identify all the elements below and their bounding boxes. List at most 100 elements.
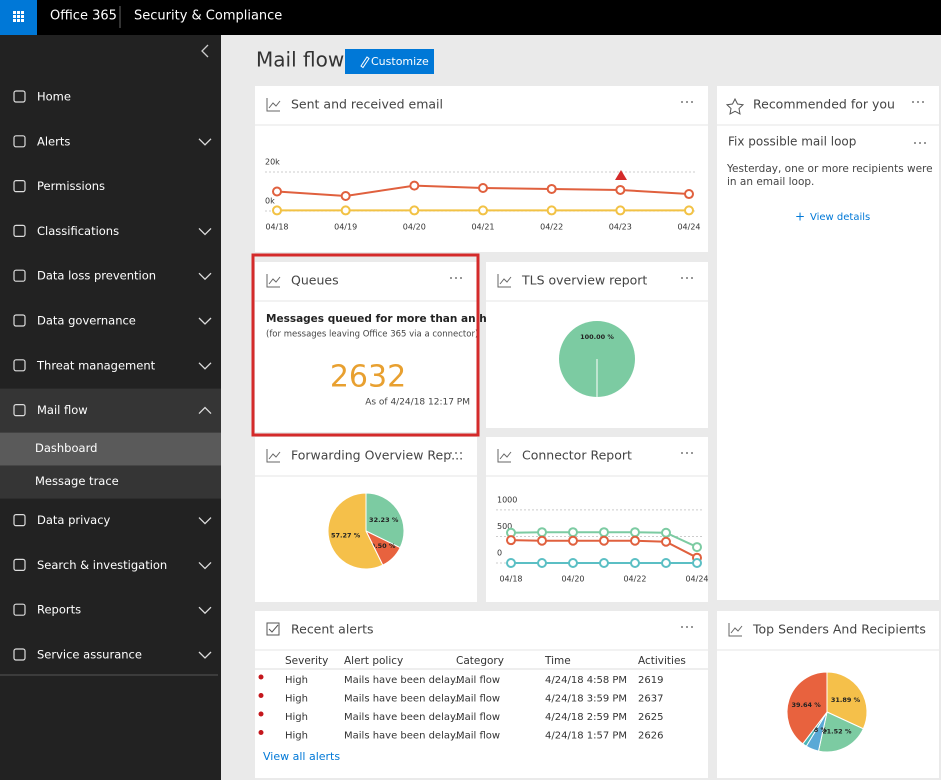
more-dot[interactable]: [912, 626, 914, 628]
table-cell[interactable]: Mails have been delay...: [344, 694, 464, 705]
nav-chevron[interactable]: [198, 606, 212, 615]
recommendation-title[interactable]: Fix possible mail loop: [728, 135, 856, 149]
data-point: [506, 558, 516, 568]
more-dot[interactable]: [912, 101, 914, 103]
table-cell[interactable]: Mails have been delay...: [344, 731, 464, 742]
queue-subheading: (for messages leaving Office 365 via a c…: [266, 330, 478, 340]
data-point: [568, 535, 578, 546]
nav-item[interactable]: Home: [37, 90, 71, 104]
more-dot[interactable]: [922, 101, 924, 103]
data-point: [615, 205, 626, 216]
navigation: Home Alerts Permissions Classifications Data…: [0, 90, 221, 662]
pie-slice: [365, 492, 405, 549]
product-name[interactable]: Security & Compliance: [134, 9, 282, 24]
nav-chevron[interactable]: [198, 272, 212, 281]
customize-label[interactable]: Customize: [371, 55, 429, 68]
app-name[interactable]: Office 365: [50, 9, 117, 24]
more-dot[interactable]: [691, 101, 693, 103]
nav-icon: [13, 269, 26, 282]
nav-sub-row: [0, 465, 221, 499]
table-cell: 2637: [638, 694, 663, 705]
more-dot[interactable]: [924, 142, 926, 144]
more-dot[interactable]: [455, 277, 457, 279]
queue-count[interactable]: 2632: [330, 360, 406, 395]
nav-item[interactable]: Threat management: [36, 358, 156, 372]
nav-item[interactable]: Mail flow: [37, 403, 88, 417]
more-dot[interactable]: [686, 626, 688, 628]
nav-item[interactable]: Service assurance: [37, 648, 142, 662]
more-dot[interactable]: [919, 142, 921, 144]
more-dot[interactable]: [460, 277, 462, 279]
more-dot[interactable]: [681, 626, 683, 628]
nav-chevron[interactable]: [198, 517, 212, 525]
nav-item[interactable]: Reports: [37, 603, 81, 617]
nav-icon: [13, 558, 26, 572]
nav-item[interactable]: Alerts: [37, 134, 70, 148]
more-dot[interactable]: [686, 277, 688, 279]
more-dot[interactable]: [450, 452, 452, 454]
more-dot[interactable]: [686, 452, 688, 454]
data-point: [340, 205, 351, 216]
chart-icon: [497, 274, 512, 288]
more-dot[interactable]: [691, 626, 693, 628]
more-dot[interactable]: [917, 101, 919, 103]
nav-sub-item[interactable]: Dashboard: [35, 441, 97, 455]
table-cell[interactable]: Mails have been delay...: [344, 675, 464, 686]
table-cell[interactable]: Mails have been delay...: [344, 712, 464, 723]
data-point: [568, 558, 578, 568]
more-dot[interactable]: [681, 101, 683, 103]
customize-button[interactable]: [345, 49, 434, 74]
data-point: [661, 536, 671, 547]
nav-chevron[interactable]: [198, 406, 212, 415]
nav-item[interactable]: Data privacy: [37, 513, 111, 527]
collapse-button[interactable]: [201, 44, 209, 58]
card: [255, 86, 708, 252]
chart-icon: [266, 274, 281, 288]
view-all-link[interactable]: View all alerts: [263, 750, 340, 763]
severity-dot: [258, 730, 264, 735]
nav-item[interactable]: Search & investigation: [37, 558, 167, 572]
nav-icon: [13, 404, 26, 417]
nav-chevron[interactable]: [198, 317, 212, 325]
card-title: Top Senders And Recipients: [752, 622, 926, 637]
more-dot[interactable]: [681, 277, 683, 279]
more-dot[interactable]: [681, 452, 683, 454]
nav-chevron[interactable]: [198, 561, 212, 570]
more-dot[interactable]: [922, 626, 924, 628]
data-point: [599, 558, 609, 568]
pie-slice: [817, 711, 864, 753]
warning-icon: [615, 170, 627, 180]
data-point: [506, 535, 516, 546]
y-tick-label: 0k: [265, 197, 275, 206]
nav-item[interactable]: Data loss prevention: [37, 269, 156, 283]
nav-item[interactable]: Permissions: [37, 179, 105, 193]
more-dot[interactable]: [686, 101, 688, 103]
nav-item[interactable]: Classifications: [37, 224, 119, 238]
more-dot[interactable]: [691, 452, 693, 454]
view-details-link[interactable]: View details: [810, 212, 870, 223]
nav-chevron[interactable]: [198, 138, 212, 146]
more-dot[interactable]: [914, 142, 916, 144]
x-tick-label: 04/20: [403, 223, 426, 232]
more-dot[interactable]: [917, 626, 919, 628]
data-point: [630, 558, 640, 568]
chart-icon: [266, 98, 281, 112]
chart-icon: [728, 623, 743, 637]
nav-sub-item[interactable]: Message trace: [35, 474, 119, 488]
slice-label: 10.50 %: [366, 542, 396, 550]
more-dot[interactable]: [460, 452, 462, 454]
nav-icon: [13, 359, 26, 372]
nav-chevron[interactable]: [198, 651, 212, 659]
table-cell: Mail flow: [456, 675, 500, 686]
recommendation-text-box: Yesterday, one or more recipients were i…: [727, 163, 933, 188]
nav-item[interactable]: Data governance: [37, 314, 136, 328]
nav-icon: [13, 180, 26, 193]
nav-chevron[interactable]: [198, 227, 212, 236]
column-header: Time: [544, 655, 571, 667]
more-dot[interactable]: [455, 452, 457, 454]
more-dot[interactable]: [691, 277, 693, 279]
more-dot[interactable]: [450, 277, 452, 279]
nav-chevron[interactable]: [198, 362, 212, 370]
data-point: [630, 527, 640, 538]
